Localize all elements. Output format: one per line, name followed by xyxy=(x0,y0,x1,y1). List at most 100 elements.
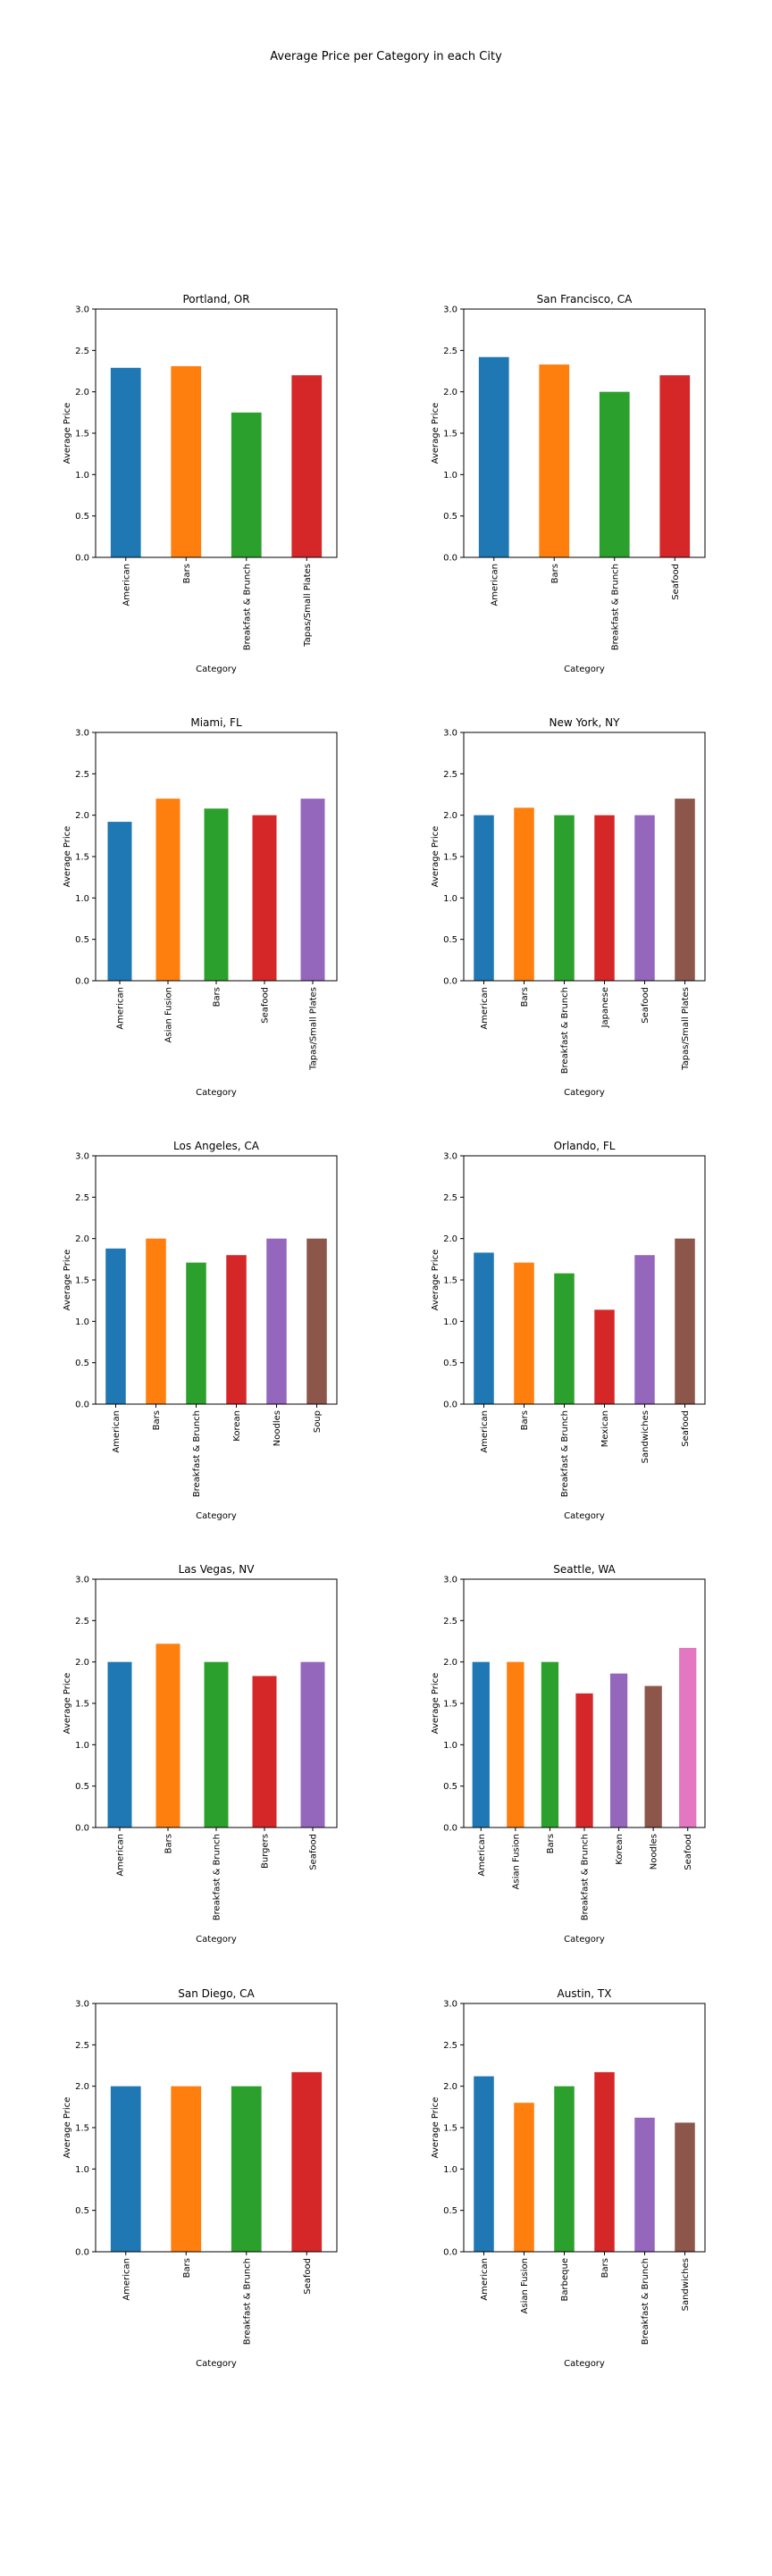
subplot: American Bars Breakfast & Brunch Mexican San… xyxy=(431,1140,706,1521)
y-tick-label: 1.5 xyxy=(75,853,89,863)
subplot: American Asian Fusion Barbeque Bars Breakfas… xyxy=(431,1987,706,2369)
y-tick-label: 1.0 xyxy=(443,1741,457,1751)
y-axis-label: Average Price xyxy=(63,2097,72,2159)
subplot-title: Las Vegas, NV xyxy=(179,1563,256,1576)
y-tick-label: 1.5 xyxy=(75,2124,89,2134)
y-tick-label: 3.0 xyxy=(75,305,89,315)
bar xyxy=(291,375,323,557)
axes-frame xyxy=(463,2003,706,2253)
bar xyxy=(252,1676,277,1827)
y-tick-label: 0.5 xyxy=(75,2206,89,2216)
x-tick-label: Breakfast & Brunch xyxy=(242,2258,252,2345)
axes-frame xyxy=(463,1578,706,1828)
subplot-title: Los Angeles, CA xyxy=(173,1140,260,1152)
y-tick-label: 1.5 xyxy=(75,1700,89,1710)
x-tick-label: Asian Fusion xyxy=(164,987,174,1042)
bar xyxy=(541,1661,559,1827)
axes-frame xyxy=(463,732,706,982)
y-tick-label: 2.0 xyxy=(75,1658,89,1668)
y-tick-label: 0.5 xyxy=(75,1782,89,1792)
y-tick-label: 1.0 xyxy=(443,471,457,481)
x-tick-label: Korean xyxy=(232,1410,242,1442)
y-tick-label: 0.5 xyxy=(443,935,457,945)
x-tick-label: American xyxy=(122,2258,131,2301)
y-tick-label: 0.5 xyxy=(443,2206,457,2216)
x-tick-label: American xyxy=(480,2258,490,2301)
y-tick-label: 1.5 xyxy=(75,430,89,439)
x-tick-label: American xyxy=(477,1834,487,1877)
x-tick-label: Seafood xyxy=(671,564,681,600)
y-tick-label: 0.5 xyxy=(443,512,457,522)
x-tick-label: Asian Fusion xyxy=(511,1834,521,1889)
x-tick-label: Breakfast & Brunch xyxy=(641,2258,650,2345)
y-tick-label: 1.0 xyxy=(75,1317,89,1327)
y-tick-label: 3.0 xyxy=(75,1576,89,1585)
x-tick-label: Bars xyxy=(164,1834,174,1853)
bar xyxy=(474,2076,494,2252)
y-tick-label: 1.5 xyxy=(443,1276,457,1286)
y-tick-label: 1.5 xyxy=(443,853,457,863)
bar xyxy=(155,1643,180,1827)
y-tick-label: 1.0 xyxy=(443,1317,457,1327)
y-tick-label: 1.0 xyxy=(75,1741,89,1751)
subplot: American Bars Breakfast & Brunch Seafood 0.0… xyxy=(431,293,706,674)
y-axis-label: Average Price xyxy=(431,1250,441,1311)
bar xyxy=(594,1309,615,1404)
y-tick-label: 2.5 xyxy=(443,1617,457,1627)
bar xyxy=(514,807,534,981)
x-tick-label: American xyxy=(480,1410,490,1453)
bar xyxy=(105,1248,126,1404)
bar xyxy=(514,2103,534,2252)
subplot-title: Orlando, FL xyxy=(554,1140,616,1152)
axes-frame xyxy=(95,308,338,558)
bar xyxy=(609,1673,628,1827)
y-axis-label: Average Price xyxy=(431,403,441,464)
bar xyxy=(474,815,494,981)
y-tick-label: 1.0 xyxy=(75,894,89,904)
x-tick-label: Breakfast & Brunch xyxy=(192,1410,202,1497)
bar xyxy=(634,815,655,981)
bar xyxy=(554,815,575,981)
bar xyxy=(231,412,262,557)
y-tick-label: 3.0 xyxy=(75,1152,89,1162)
x-tick-label: Seafood xyxy=(261,987,271,1024)
y-tick-label: 1.5 xyxy=(75,1276,89,1286)
subplot-title: Miami, FL xyxy=(190,716,242,729)
subplot: American Asian Fusion Bars Seafood Tapas/Sma… xyxy=(63,716,338,1098)
x-tick-label: Japanese xyxy=(600,987,610,1028)
y-tick-label: 0.0 xyxy=(443,977,457,987)
subplot-title: New York, NY xyxy=(550,716,621,729)
subplot-title: Portland, OR xyxy=(182,293,249,305)
x-tick-label: Seafood xyxy=(303,2258,313,2295)
y-tick-label: 2.0 xyxy=(75,811,89,821)
bar xyxy=(675,1238,695,1404)
y-tick-label: 0.5 xyxy=(75,935,89,945)
bar xyxy=(231,2086,262,2252)
bar xyxy=(226,1255,247,1404)
bar xyxy=(554,1273,575,1404)
y-tick-label: 0.0 xyxy=(443,1824,457,1834)
x-tick-label: Tapas/Small Plates xyxy=(681,987,691,1071)
x-tick-label: Bars xyxy=(550,564,560,583)
x-tick-label: Bars xyxy=(546,1834,556,1853)
bar xyxy=(659,375,691,557)
bar xyxy=(171,365,202,557)
x-tick-label: Breakfast & Brunch xyxy=(560,1410,570,1497)
x-tick-label: Bars xyxy=(213,987,222,1007)
subplot: American Bars Breakfast & Brunch Korean Nood… xyxy=(63,1140,338,1521)
bar xyxy=(514,1262,534,1404)
axes-frame xyxy=(95,732,338,982)
x-tick-label: American xyxy=(122,564,131,606)
subplot: American Asian Fusion Bars Breakfast & Brun… xyxy=(431,1563,706,1945)
y-tick-label: 0.0 xyxy=(443,2248,457,2258)
y-tick-label: 3.0 xyxy=(75,2000,89,2010)
x-tick-label: Seafood xyxy=(641,987,650,1024)
x-tick-label: Bars xyxy=(520,1410,530,1430)
bar xyxy=(472,1661,490,1827)
bar xyxy=(110,2086,141,2252)
subplot: American Bars Breakfast & Brunch Japanese Se… xyxy=(431,716,706,1098)
y-tick-label: 3.0 xyxy=(443,1576,457,1585)
y-axis-label: Average Price xyxy=(431,1673,441,1735)
bar xyxy=(594,2071,615,2252)
